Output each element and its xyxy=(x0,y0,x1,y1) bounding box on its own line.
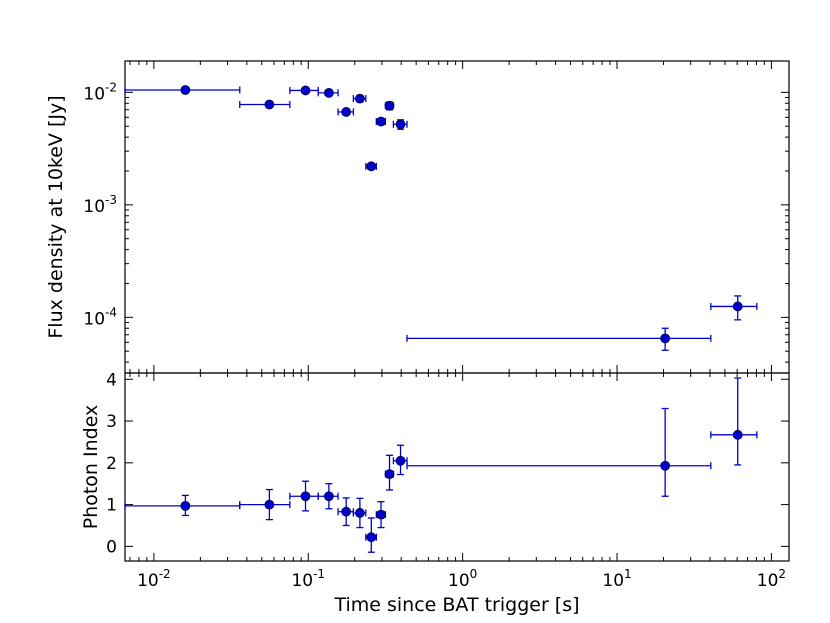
top-data-point xyxy=(239,99,291,110)
marker xyxy=(264,499,275,510)
top-ytick-label: 10-4 xyxy=(83,305,117,329)
bottom-data-point xyxy=(337,497,355,527)
marker xyxy=(366,532,377,543)
bottom-data-point xyxy=(710,377,758,466)
marker xyxy=(660,333,671,344)
bottom-ytick-label: 2 xyxy=(106,454,117,474)
marker xyxy=(384,100,395,111)
top-ytick-label: 10-2 xyxy=(83,80,117,104)
bottom-axes-frame xyxy=(124,372,790,562)
marker xyxy=(732,429,743,440)
marker xyxy=(660,460,671,471)
top-data-point xyxy=(289,85,319,96)
bottom-data-point xyxy=(384,454,395,491)
top-data-point xyxy=(375,116,387,127)
bottom-xtick-label: 101 xyxy=(602,567,631,591)
top-data-point xyxy=(392,119,408,130)
bottom-xtick-label: 100 xyxy=(448,567,477,591)
top-ytick-label: 10-3 xyxy=(83,193,117,217)
bottom-data-point xyxy=(289,480,319,512)
marker xyxy=(376,116,386,127)
bottom-ytick-label: 1 xyxy=(106,496,117,516)
marker xyxy=(341,107,352,117)
marker xyxy=(180,85,191,95)
marker xyxy=(395,455,406,466)
top-data-point xyxy=(384,100,395,111)
marker xyxy=(354,508,365,518)
bottom-xtick-label: 102 xyxy=(757,567,786,591)
bottom-ylabel: Photon Index xyxy=(80,405,102,530)
bottom-data-point xyxy=(406,407,712,497)
marker xyxy=(300,85,311,96)
bottom-xtick-label: 10-1 xyxy=(291,567,325,591)
bottom-data-point xyxy=(352,497,367,529)
top-data-point xyxy=(352,93,367,104)
bottom-ytick-label: 4 xyxy=(106,370,117,390)
marker xyxy=(384,469,395,480)
top-data-point xyxy=(365,161,377,172)
bottom-data-point xyxy=(239,488,291,521)
marker xyxy=(323,87,334,98)
marker xyxy=(366,161,377,172)
top-ylabel: Flux density at 10keV [Jy] xyxy=(45,95,67,338)
bottom-data-point xyxy=(124,494,241,517)
marker xyxy=(341,506,352,517)
top-data-point xyxy=(406,327,712,351)
marker xyxy=(300,491,311,502)
bottom-data-point xyxy=(365,517,377,553)
bottom-xlabel: Time since BAT trigger [s] xyxy=(333,594,579,616)
bottom-data-point xyxy=(375,501,387,529)
top-axes-frame xyxy=(124,60,790,374)
marker xyxy=(180,500,191,511)
bottom-xtick-label: 10-2 xyxy=(137,567,171,591)
bottom-data-point xyxy=(392,444,408,476)
top-data-point xyxy=(337,107,355,117)
top-data-point xyxy=(124,85,241,95)
marker xyxy=(376,509,386,520)
bottom-ytick-label: 3 xyxy=(106,412,117,432)
marker xyxy=(323,491,334,502)
bottom-data-point xyxy=(317,483,339,510)
marker xyxy=(395,119,406,130)
marker xyxy=(354,93,365,104)
bottom-ytick-label: 0 xyxy=(106,537,117,557)
top-data-point xyxy=(710,295,758,321)
marker xyxy=(264,99,275,110)
top-data-point xyxy=(317,87,339,98)
marker xyxy=(732,301,743,312)
